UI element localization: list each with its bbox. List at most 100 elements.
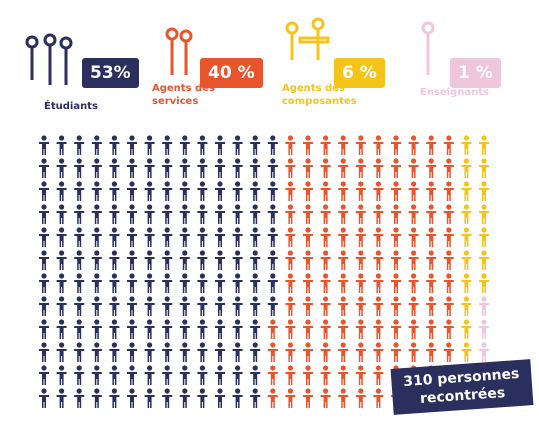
person-icon — [127, 319, 137, 339]
person-icon — [74, 319, 84, 339]
person-icon — [356, 273, 366, 293]
person-icon — [180, 158, 190, 178]
person-icon — [74, 365, 84, 385]
person-icon — [321, 135, 331, 155]
person-icon — [162, 181, 172, 201]
person-icon — [373, 227, 383, 247]
person-icon — [426, 181, 436, 201]
person-icon — [92, 342, 102, 362]
person-icon — [356, 388, 366, 408]
person-icon — [250, 204, 260, 224]
person-icon — [127, 342, 137, 362]
person-icon — [444, 342, 454, 362]
person-icon — [461, 342, 471, 362]
person-icon — [127, 250, 137, 270]
person-icon — [461, 273, 471, 293]
person-icon — [145, 342, 155, 362]
person-icon — [303, 365, 313, 385]
person-icon — [215, 296, 225, 316]
person-icon — [215, 273, 225, 293]
person-icon — [338, 296, 348, 316]
person-icon — [92, 181, 102, 201]
person-icon — [373, 181, 383, 201]
person-icon — [285, 181, 295, 201]
person-icon — [180, 388, 190, 408]
person-icon — [250, 319, 260, 339]
person-icon — [127, 158, 137, 178]
person-icon — [356, 250, 366, 270]
person-icon — [39, 388, 49, 408]
person-icon — [356, 319, 366, 339]
person-icon — [356, 204, 366, 224]
person-icon — [303, 342, 313, 362]
person-icon — [215, 204, 225, 224]
person-icon — [233, 204, 243, 224]
person-icon — [426, 273, 436, 293]
person-icon — [479, 158, 489, 178]
person-icon — [285, 158, 295, 178]
person-icon — [321, 342, 331, 362]
person-icon — [39, 342, 49, 362]
person-icon — [479, 342, 489, 362]
person-icon — [162, 388, 172, 408]
person-icon — [303, 296, 313, 316]
person-icon — [426, 204, 436, 224]
person-icon — [127, 388, 137, 408]
person-icon — [391, 342, 401, 362]
person-icon — [250, 250, 260, 270]
person-icon — [250, 227, 260, 247]
person-icon — [250, 296, 260, 316]
person-icon — [373, 319, 383, 339]
person-icon — [444, 135, 454, 155]
person-icon — [356, 342, 366, 362]
person-icon — [391, 135, 401, 155]
person-icon — [215, 181, 225, 201]
person-icon — [391, 158, 401, 178]
person-icon — [109, 388, 119, 408]
person-icon — [303, 319, 313, 339]
person-icon — [426, 227, 436, 247]
person-icon — [303, 227, 313, 247]
person-icon — [145, 388, 155, 408]
person-icon — [127, 135, 137, 155]
person-icon — [285, 250, 295, 270]
person-icon — [409, 319, 419, 339]
person-icon — [268, 181, 278, 201]
person-icon — [197, 273, 207, 293]
person-icon — [233, 342, 243, 362]
person-icon — [57, 388, 67, 408]
person-icon — [162, 204, 172, 224]
person-icon — [197, 204, 207, 224]
person-icon — [180, 227, 190, 247]
person-icon — [321, 296, 331, 316]
person-icon — [338, 342, 348, 362]
person-icon — [162, 250, 172, 270]
person-icon — [461, 250, 471, 270]
person-icon — [197, 319, 207, 339]
person-icon — [426, 135, 436, 155]
percent-bubble: 1 % — [450, 58, 501, 88]
person-icon — [268, 227, 278, 247]
person-icon — [444, 273, 454, 293]
person-icon — [479, 319, 489, 339]
person-icon — [321, 365, 331, 385]
person-icon — [109, 250, 119, 270]
person-icon — [74, 388, 84, 408]
person-icon — [409, 250, 419, 270]
person-icon — [479, 273, 489, 293]
person-icon — [321, 181, 331, 201]
person-icon — [250, 135, 260, 155]
person-icon — [409, 158, 419, 178]
person-icon — [338, 388, 348, 408]
person-icon — [74, 342, 84, 362]
person-icon — [461, 319, 471, 339]
person-icon — [303, 158, 313, 178]
person-icon — [180, 250, 190, 270]
person-icon — [373, 342, 383, 362]
person-icon — [233, 319, 243, 339]
person-icon — [409, 181, 419, 201]
person-icon — [145, 296, 155, 316]
person-icon — [444, 181, 454, 201]
person-icon — [303, 250, 313, 270]
person-icon — [479, 204, 489, 224]
